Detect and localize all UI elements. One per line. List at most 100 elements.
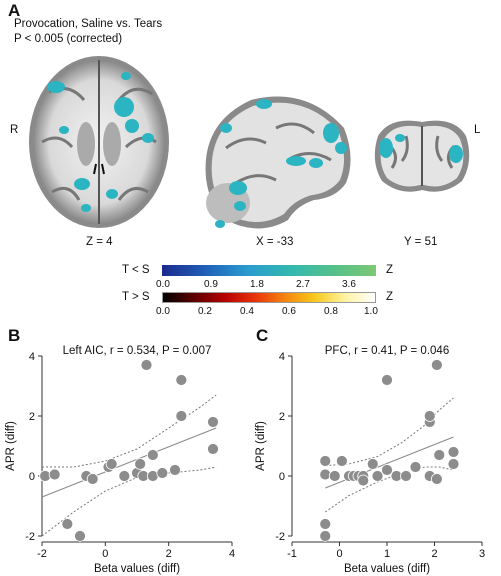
scatter-plot-left-aic: Left AIC, r = 0.534, P = 0.007 -2 0 2 4 4 2 0 -2…: [5, 345, 235, 575]
axial-brain-slice: [29, 56, 169, 228]
tick-label: 0.4: [240, 306, 254, 317]
ci-upper-line: [42, 394, 217, 468]
tick-label: 0.8: [324, 306, 338, 317]
colorbar-label-tgts: T > S: [122, 291, 150, 303]
data-point: [61, 518, 74, 530]
sulci: [41, 86, 157, 201]
x-tick-label: 1: [384, 548, 390, 560]
x-tick-label: 0: [336, 548, 342, 560]
data-point: [409, 461, 422, 473]
chart-title: Left AIC, r = 0.534, P = 0.007: [63, 345, 212, 357]
activation-clusters-axial: [47, 72, 154, 212]
tick-label: 2.7: [296, 279, 310, 290]
tick-label: 0.0: [156, 279, 170, 290]
tick-label: 0.0: [156, 306, 170, 317]
data-point: [319, 530, 332, 542]
tick-label: 1.0: [364, 306, 378, 317]
midbrain-marks: [93, 163, 105, 175]
panel-b-letter: B: [8, 326, 21, 345]
colorbar-end-label-tlts: Z: [386, 264, 394, 276]
x-axis-label: Beta values (diff): [94, 563, 180, 575]
x-tick-label: 2: [166, 548, 172, 560]
ci-upper-line: [325, 397, 454, 466]
data-point: [105, 458, 118, 470]
panel-c-letter: C: [256, 326, 269, 345]
data-point: [447, 446, 460, 458]
data-point: [400, 470, 412, 482]
colorbar-end-label-tgts: Z: [386, 291, 394, 303]
side-label-right: R: [10, 124, 19, 136]
x-tick-label: 3: [479, 548, 485, 560]
slice-label-sagittal: X = -33: [256, 236, 294, 248]
y-tick-label: 2: [29, 411, 35, 423]
sagittal-sulci: [225, 122, 332, 185]
ventricle-left: [103, 122, 121, 166]
tick-label: 0.2: [198, 306, 212, 317]
panel-a-title: Provocation, Saline vs. Tears: [14, 18, 163, 30]
colorbar-label-tlts: T < S: [122, 264, 150, 276]
data-point: [169, 464, 181, 476]
panel-a-letter: A: [8, 1, 21, 20]
panel-a-threshold: P < 0.005 (corrected): [14, 33, 123, 45]
data-point: [74, 530, 86, 542]
y-axis-label: APR (diff): [5, 421, 17, 471]
side-label-left: L: [474, 124, 481, 136]
data-point: [175, 374, 188, 386]
scatter-plot-pfc: PFC, r = 0.41, P = 0.046 -1 0 1 2 3 4 2 0 -2 Beta …: [255, 345, 485, 575]
chart-title: PFC, r = 0.41, P = 0.046: [325, 345, 449, 357]
y-tick-label: 0: [29, 471, 35, 483]
data-point: [335, 455, 348, 467]
data-point: [48, 468, 61, 481]
data-point: [357, 474, 370, 487]
data-point: [328, 470, 341, 482]
x-tick-label: 2: [431, 548, 437, 560]
colorbar-tlts: [162, 265, 376, 276]
data-point: [140, 359, 153, 371]
data-point: [371, 470, 384, 482]
data-point: [146, 449, 159, 461]
x-tick-label: -2: [37, 548, 47, 560]
slice-label-coronal: Y = 51: [404, 236, 438, 248]
colorbar-ticks-tlts: 0.0 0.9 1.8 2.7 3.6: [156, 279, 376, 291]
y-tick-label: 4: [29, 351, 35, 363]
activation-clusters-coronal: [379, 134, 463, 163]
data-point: [433, 449, 446, 461]
tick-label: 1.8: [250, 279, 264, 290]
data-point: [156, 467, 169, 479]
x-tick-label: -1: [287, 548, 297, 560]
activation-clusters-sagittal: [215, 99, 347, 228]
coronal-sulci: [388, 135, 456, 169]
data-point: [86, 473, 99, 485]
y-tick-label: 4: [279, 351, 285, 363]
data-point: [175, 410, 188, 422]
data-point: [207, 443, 219, 455]
colorbar-ticks-tgts: 0.0 0.2 0.4 0.6 0.8 1.0: [156, 306, 378, 318]
ventricle-right: [77, 122, 95, 166]
colorbar-tgts: [162, 292, 376, 303]
y-tick-label: 2: [279, 411, 285, 423]
regression-line: [41, 427, 217, 498]
data-point: [430, 359, 443, 371]
data-point: [319, 455, 332, 467]
data-point: [381, 464, 393, 476]
x-tick-label: 0: [102, 548, 108, 560]
slice-label-axial: Z = 4: [86, 236, 113, 248]
y-tick-label: -2: [25, 531, 35, 543]
tick-label: 3.6: [342, 279, 356, 290]
y-axis-label: APR (diff): [255, 421, 267, 471]
sagittal-brain-slice: [205, 96, 351, 229]
tick-label: 0.9: [204, 279, 218, 290]
data-point: [366, 458, 379, 470]
data-point: [118, 470, 131, 482]
coronal-brain-slice: [374, 120, 470, 192]
data-point: [447, 458, 460, 470]
data-point: [319, 518, 332, 530]
tick-label: 0.6: [282, 306, 296, 317]
data-point: [134, 458, 147, 470]
data-point: [207, 416, 219, 428]
data-point: [423, 410, 436, 422]
x-tick-label: 4: [229, 548, 235, 560]
data-point: [381, 374, 393, 386]
y-tick-label: 0: [279, 471, 285, 483]
x-axis-label: Beta values (diff): [344, 563, 430, 575]
